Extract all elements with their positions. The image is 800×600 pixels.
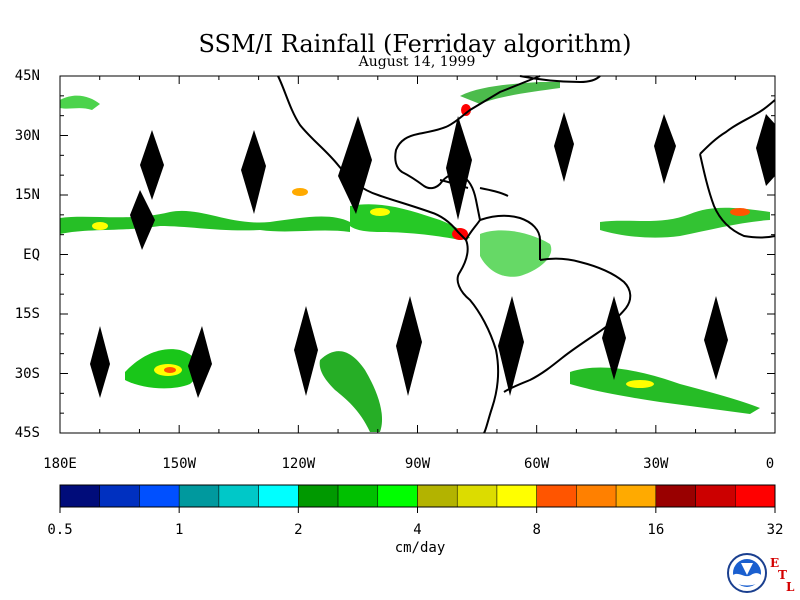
colorbar-tick-label: 32 [766,522,784,538]
colorbar-swatch [417,484,458,508]
colorbar-tick-label: 1 [174,522,184,538]
rain-amazon [480,230,552,277]
colorbar-swatch [218,484,259,508]
swath-gap-4 [338,116,372,214]
colorbar-swatch [456,484,498,508]
plot-area [59,75,776,434]
rain-core-2 [164,367,176,373]
colorbar [59,484,776,513]
colorbar-swatch [615,484,657,508]
colorbar-tick-label: 0.5 [47,522,73,538]
colorbar-swatch [695,484,736,508]
lat-label: 30S [14,365,40,382]
colorbar-tick-label: 16 [647,522,665,538]
swath-gap-15 [704,296,728,380]
swath-gap-7 [654,114,676,184]
noaa-logo-icon [727,553,767,593]
rain-core-7 [461,104,471,116]
swath-gap-8 [756,114,775,186]
colorbar-swatch [496,484,537,508]
lon-label: 0 [765,456,775,472]
colorbar-swatch [655,484,696,508]
rain-storm-se-pacific [319,351,383,432]
colorbar-swatch [536,484,577,508]
colorbar-tick-label: 8 [532,522,541,538]
lat-label: 45N [14,68,40,84]
swath-gap-5 [446,116,472,220]
rain-core-5 [730,208,750,216]
etl-letter-l: L [786,580,795,594]
rain-band-atlantic [600,207,770,238]
swath-gap-10 [188,326,212,398]
colorbar-units: cm/day [394,540,446,556]
rain-pacific-nw [60,95,100,110]
lat-label: 15S [14,306,40,322]
etl-letter-t: T [778,568,787,582]
etl-letter-e: E [770,556,780,570]
lon-label: 120W [281,456,316,472]
colorbar-swatch [139,484,180,508]
colorbar-swatch [576,484,617,508]
lon-label: 90W [404,456,431,472]
rain-core-8 [292,188,308,196]
north-america-coast [277,75,541,242]
lon-label: 60W [524,456,550,472]
lat-label: EQ [23,246,40,263]
rain-core-9 [92,222,108,230]
axis-ticks [59,75,776,434]
colorbar-tick-label: 4 [413,522,422,538]
colorbar-swatch [258,484,299,508]
rain-north-atlantic [460,82,560,104]
colorbar-swatch [99,484,140,508]
swath-gap-6 [554,112,574,182]
lon-label: 180E [43,456,77,472]
swath-gaps [90,112,775,398]
rain-band-itcz-west [60,210,350,234]
lat-label: 15N [14,187,40,203]
swath-gap-13 [498,296,524,396]
colorbar-swatch [298,484,339,508]
colorbar-swatch [337,484,379,508]
swath-gap-12 [396,296,422,396]
lon-label: 30W [643,456,669,472]
greenland-coast [519,75,601,84]
colorbar-swatch [59,484,100,508]
rain-core-6 [626,380,654,388]
swath-gap-2 [130,190,155,250]
map-subtitle: August 14, 1999 [358,54,476,70]
swath-gap-3 [241,130,266,214]
colorbar-swatch [735,484,776,508]
colorbar-swatch [178,484,220,508]
africa-coast [699,99,776,239]
swath-gap-1 [140,130,164,200]
lat-label: 30N [14,127,40,144]
rain-core-4 [370,208,390,216]
swath-gap-9 [90,326,110,398]
swath-gap-11 [294,306,318,396]
colorbar-swatch [377,484,418,508]
lon-label: 150W [162,456,197,472]
rain-storm-s-atlantic [570,367,760,414]
map-title: SSM/I Rainfall (Ferriday algorithm) [198,30,632,58]
swath-gap-14 [602,296,626,380]
lat-label: 45S [14,425,40,441]
colorbar-tick-label: 2 [294,522,303,538]
south-america-north [479,214,541,260]
